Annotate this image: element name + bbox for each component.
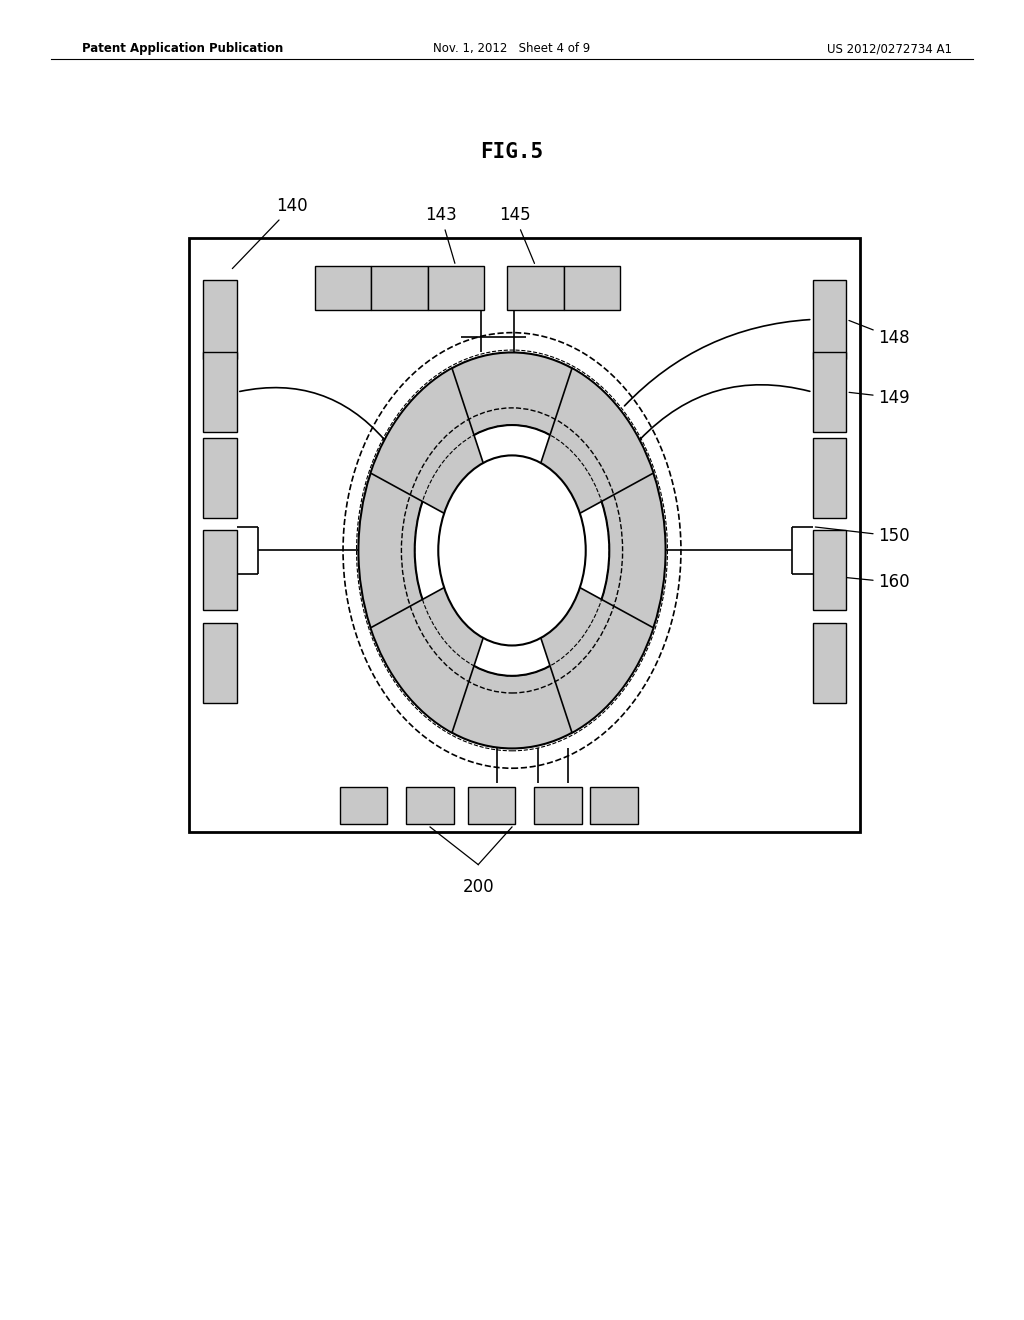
Text: 149: 149: [849, 388, 910, 407]
Bar: [813, 623, 847, 702]
Bar: [315, 267, 371, 309]
Bar: [203, 531, 238, 610]
Bar: [428, 267, 483, 309]
Wedge shape: [371, 577, 492, 733]
Text: 160: 160: [815, 573, 910, 591]
Bar: [407, 787, 454, 824]
Circle shape: [438, 455, 586, 645]
Bar: [813, 531, 847, 610]
Text: Patent Application Publication: Patent Application Publication: [82, 42, 284, 55]
Text: 148: 148: [849, 321, 910, 347]
Bar: [189, 238, 860, 832]
Bar: [813, 438, 847, 517]
Text: FIG.5: FIG.5: [480, 141, 544, 162]
Text: 143: 143: [425, 206, 457, 263]
Text: 145: 145: [499, 206, 535, 264]
Bar: [813, 280, 847, 359]
Bar: [203, 438, 238, 517]
Bar: [371, 267, 428, 309]
Wedge shape: [532, 577, 653, 733]
Text: 140: 140: [232, 197, 308, 268]
Bar: [813, 352, 847, 432]
Bar: [203, 352, 238, 432]
Bar: [203, 280, 238, 359]
Bar: [591, 787, 638, 824]
Wedge shape: [532, 368, 653, 524]
Bar: [508, 267, 563, 309]
Bar: [468, 787, 515, 824]
Bar: [203, 623, 238, 702]
Bar: [563, 267, 621, 309]
Circle shape: [415, 425, 609, 676]
Bar: [340, 787, 387, 824]
Circle shape: [358, 352, 666, 748]
Text: 200: 200: [463, 878, 494, 896]
Text: Nov. 1, 2012   Sheet 4 of 9: Nov. 1, 2012 Sheet 4 of 9: [433, 42, 591, 55]
Wedge shape: [371, 368, 492, 524]
Text: 150: 150: [815, 527, 910, 545]
Bar: [535, 787, 582, 824]
Text: US 2012/0272734 A1: US 2012/0272734 A1: [827, 42, 952, 55]
